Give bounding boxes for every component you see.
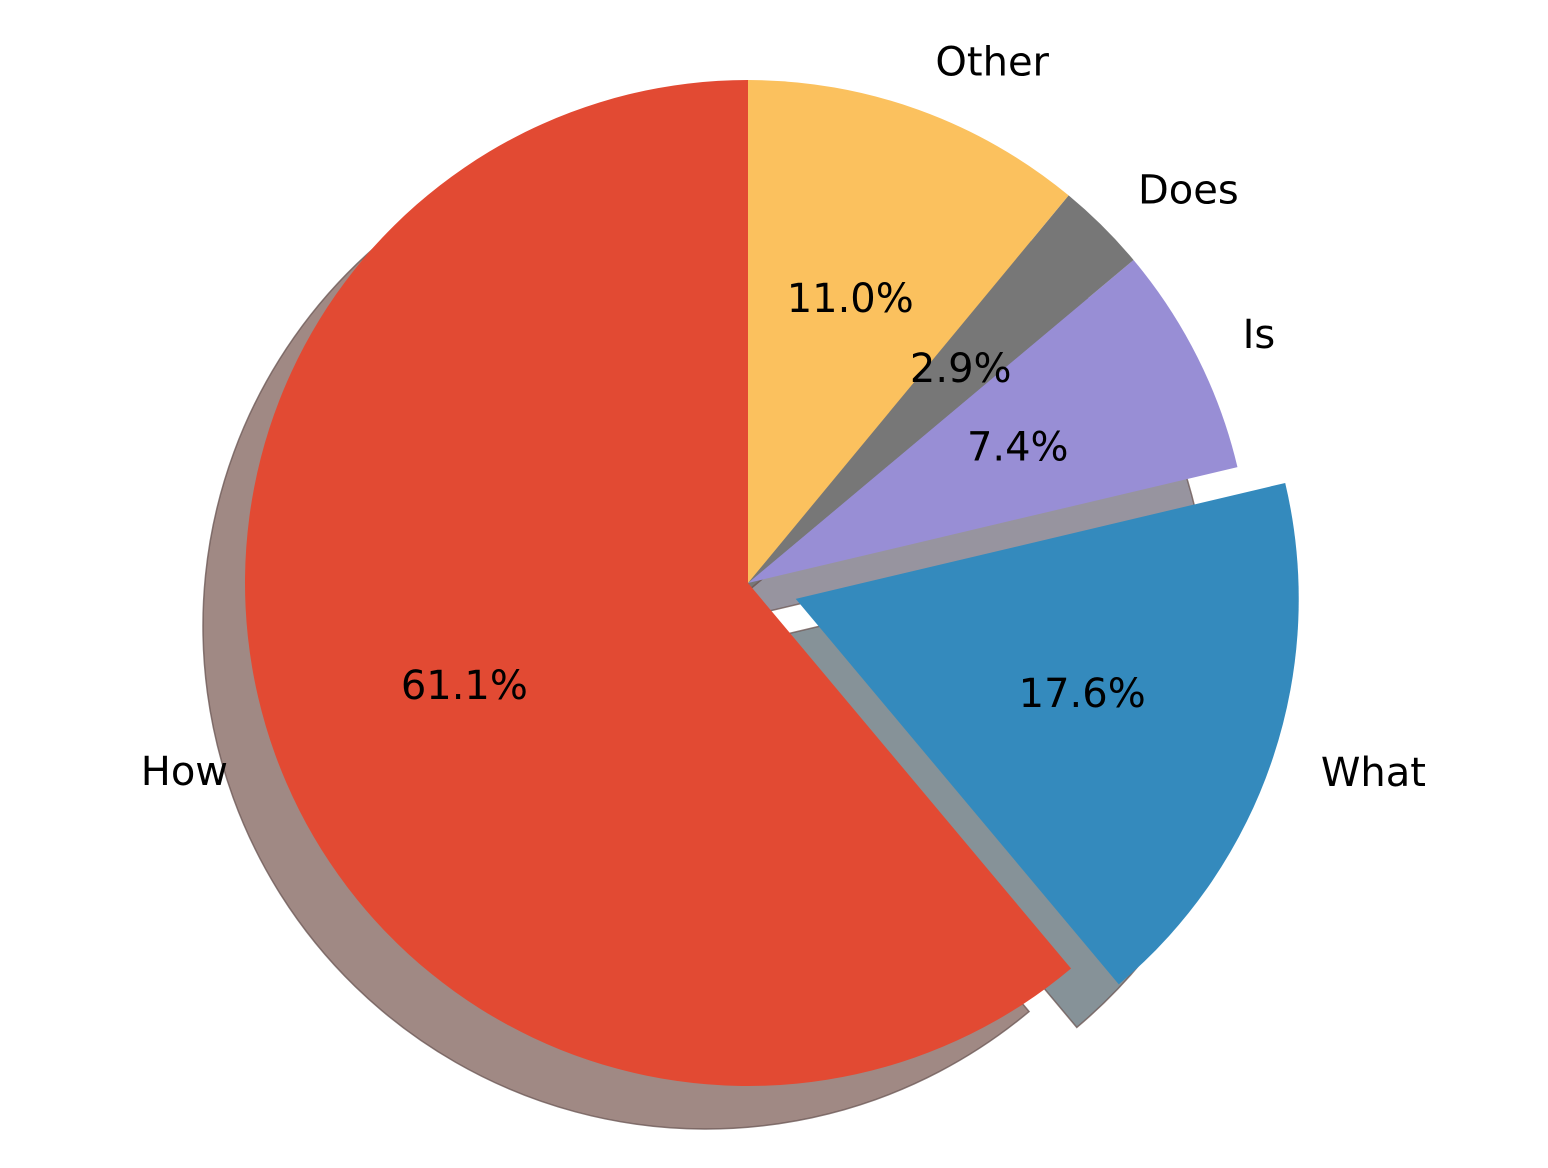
slice-label-what: What	[1321, 750, 1426, 796]
pct-label-what: 17.6%	[1019, 671, 1146, 717]
slice-label-is: Is	[1243, 312, 1276, 358]
pie-slice-other	[748, 80, 1069, 583]
pie-slice-what	[795, 482, 1299, 985]
pie-slice-how	[244, 80, 1072, 1087]
slice-label-how: How	[141, 749, 228, 795]
slice-label-other: Other	[935, 39, 1049, 85]
pie-slice-does	[748, 195, 1134, 584]
slice-layer	[244, 80, 1299, 1087]
label-layer: How 61.1% What 17.6% Is 7.4% Does 2.9% Other 11.0…	[141, 39, 1426, 796]
slice-label-does: Does	[1138, 168, 1239, 214]
pct-label-how: 61.1%	[401, 663, 528, 709]
pct-label-is: 7.4%	[967, 425, 1069, 471]
pct-label-other: 11.0%	[787, 276, 914, 322]
pie-slice-is	[748, 259, 1238, 583]
pct-label-does: 2.9%	[910, 346, 1012, 392]
